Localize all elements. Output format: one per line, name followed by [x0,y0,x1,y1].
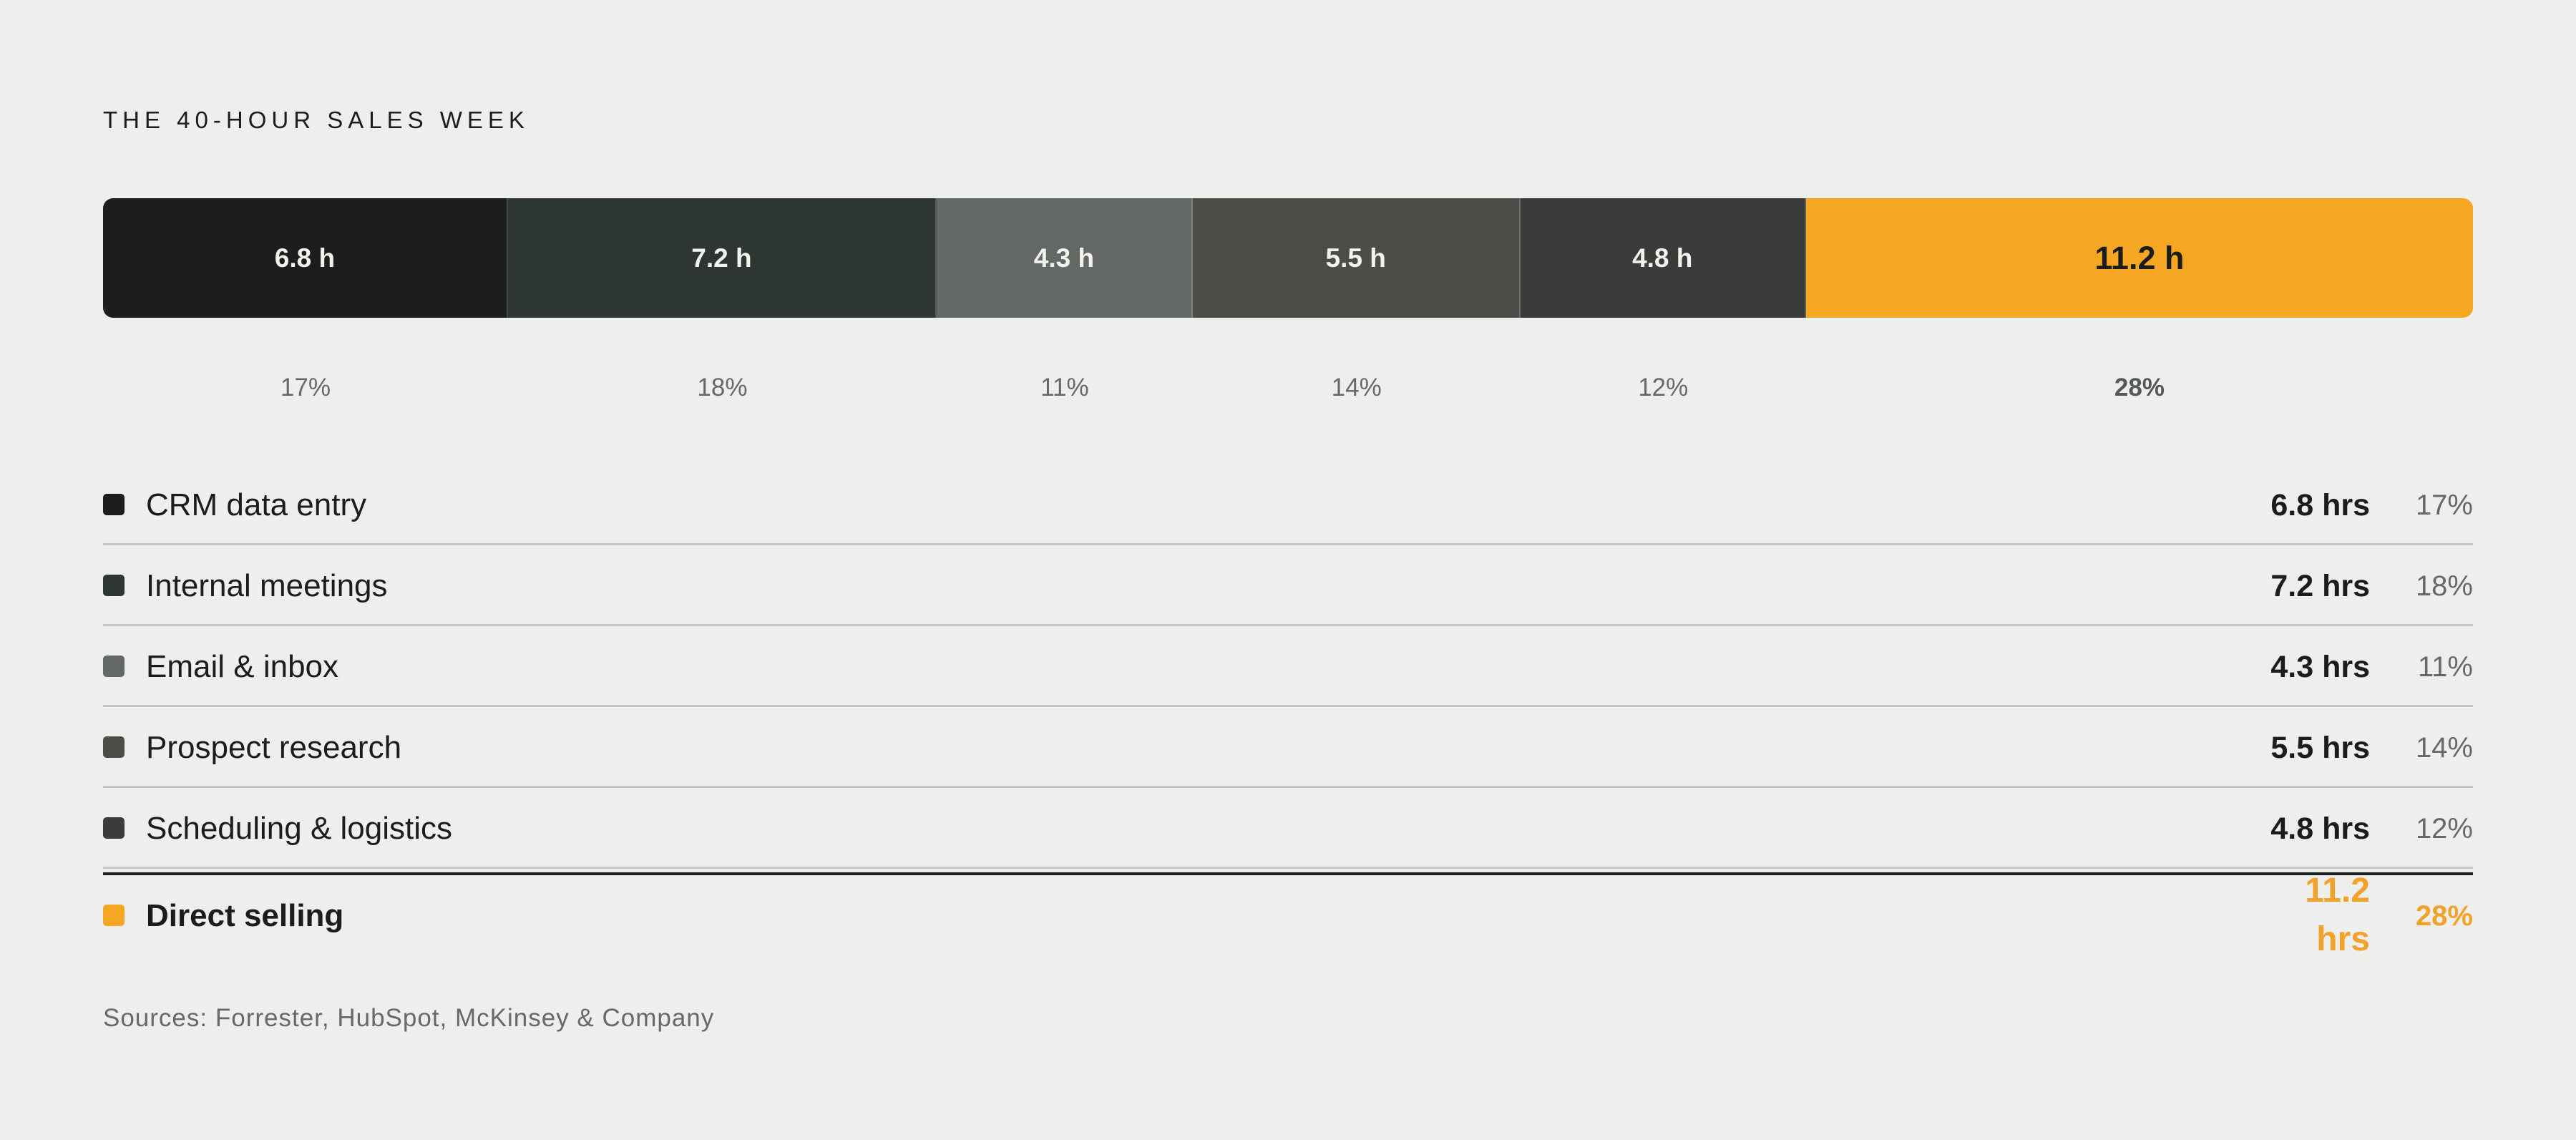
legend-row: Scheduling & logistics 4.8 hrs 12% [103,788,2473,869]
legend-percent-value: 12% [2415,813,2473,844]
legend-row: Internal meetings 7.2 hrs 18% [103,545,2473,626]
legend-percent-value: 18% [2415,570,2473,602]
bar-segment: 11.2 h [1805,198,2473,318]
legend-swatch [103,494,125,515]
legend-hours-value: 6.8 hrs [2270,488,2370,522]
percent-label-row: 17% 18% 11% 14% 12% 28% [103,372,2473,404]
legend-swatch [103,575,125,596]
legend-row: Direct selling 11.2 hrs 28% [103,872,2473,958]
chart-title: THE 40-HOUR SALES WEEK [103,107,530,133]
legend-row: CRM data entry 6.8 hrs 17% [103,464,2473,545]
segment-percent-label: 28% [2114,374,2165,401]
legend-category-label: Direct selling [146,898,344,933]
legend-row: Prospect research 5.5 hrs 14% [103,707,2473,788]
sources-note: Sources: Forrester, HubSpot, McKinsey & … [103,1004,715,1032]
segment-value-label: 5.5 h [1325,243,1386,273]
legend-hours-value: 4.8 hrs [2270,812,2370,846]
segment-percent-label: 18% [697,374,748,401]
legend-table: CRM data entry 6.8 hrs 17% Internal meeting… [103,464,2473,958]
legend-category-label: Internal meetings [146,568,388,603]
legend-hours-value: 11.2 hrs [2305,872,2370,958]
bar-segment: 4.8 h [1520,198,1806,318]
segment-percent-label: 14% [1331,374,1382,401]
bar-segment: 5.5 h [1192,198,1521,318]
segment-value-label: 7.2 h [691,243,752,273]
legend-swatch [103,656,125,677]
segment-percent-label: 17% [280,374,331,401]
segment-percent-label: 12% [1638,374,1689,401]
bar-segment: 6.8 h [103,198,508,318]
legend-hours-value: 7.2 hrs [2270,569,2370,603]
bar-segment: 4.3 h [937,198,1193,318]
legend-percent-value: 17% [2415,489,2473,521]
legend-category-label: Email & inbox [146,649,339,684]
segment-percent-label: 11% [1040,374,1089,401]
legend-swatch [103,736,125,758]
segment-value-label: 6.8 h [274,243,336,273]
stacked-bar: 6.8 h 7.2 h 4.3 h 5.5 h 4.8 h 11.2 h [103,198,2473,318]
legend-hours-value: 4.3 hrs [2270,650,2370,684]
legend-percent-value: 28% [2415,900,2473,932]
legend-category-label: CRM data entry [146,487,367,522]
legend-percent-value: 11% [2417,651,2473,683]
legend-hours-value: 5.5 hrs [2270,731,2370,765]
legend-percent-value: 14% [2415,732,2473,764]
segment-value-label: 4.8 h [1632,243,1693,273]
legend-category-label: Scheduling & logistics [146,811,453,846]
bar-segment: 7.2 h [507,198,937,318]
legend-row: Email & inbox 4.3 hrs 11% [103,626,2473,707]
legend-swatch [103,817,125,839]
segment-value-label: 11.2 h [2094,239,2185,276]
segment-value-label: 4.3 h [1033,243,1095,273]
legend-category-label: Prospect research [146,730,402,765]
legend-swatch [103,905,125,926]
